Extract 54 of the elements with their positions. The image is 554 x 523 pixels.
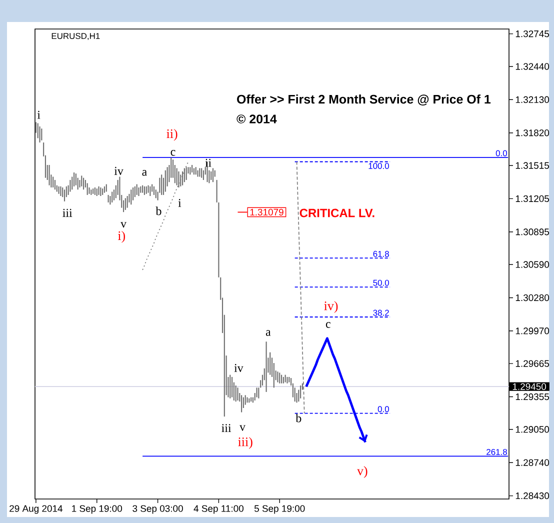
y-tick-label: 1.31820 <box>516 129 550 136</box>
annotation: ii) <box>166 129 178 141</box>
ref-line-label: 1.29450 <box>512 383 546 390</box>
y-tick-label: 1.29970 <box>516 328 550 334</box>
y-tick-label: 1.29050 <box>516 426 550 433</box>
annotation: iii) <box>238 437 252 449</box>
y-tick-label: 1.30895 <box>516 228 550 236</box>
y-tick-label: 1.31515 <box>516 162 550 169</box>
y-tick-label: 1.28740 <box>516 459 550 466</box>
annotation: ii <box>205 158 212 167</box>
x-tick-label: 4 Sep 11:00 <box>194 505 244 514</box>
annotation: v <box>240 425 246 431</box>
annotation: iv) <box>324 301 338 313</box>
series-label: 50.0 <box>373 280 389 286</box>
annotation: c <box>170 150 176 156</box>
chart-title: EURUSD,H1 <box>52 33 100 40</box>
x-tick-label: 1 Sep 19:00 <box>72 505 122 514</box>
annotation: v <box>120 222 127 228</box>
data-label: 1.31079 <box>250 208 284 216</box>
annotation: CRITICAL LV. <box>300 208 374 218</box>
x-tick-label: 3 Sep 03:00 <box>132 505 183 514</box>
y-tick-label: 1.32130 <box>516 96 550 104</box>
annotation: Offer >> First 2 Month Service @ Price Of 1 <box>237 94 491 106</box>
series-label: 61.8 <box>373 250 389 257</box>
annotation: c <box>326 322 330 328</box>
annotation: i <box>37 110 40 119</box>
y-tick-label: 1.29355 <box>516 393 550 400</box>
line-series <box>142 161 189 270</box>
y-tick-label: 1.29665 <box>516 360 550 367</box>
annotation: iv <box>234 364 244 372</box>
x-tick-label: 29 Aug 2014 <box>10 505 62 514</box>
y-tick-label: 1.30590 <box>516 261 550 268</box>
annotation: © 2014 <box>236 114 277 124</box>
series-label: 261.8 <box>486 448 507 455</box>
series-label: 0.0 <box>378 406 389 412</box>
y-tick-label: 1.32440 <box>516 63 550 70</box>
annotation: v) <box>357 466 368 478</box>
series-label: 38.2 <box>373 310 389 316</box>
annotation: iii <box>222 424 232 432</box>
annotation: b <box>296 414 302 422</box>
annotation: a <box>142 170 147 176</box>
series-label: 100.0 <box>368 162 389 169</box>
annotation: iii <box>62 208 72 217</box>
annotation: a <box>266 330 271 336</box>
annotation: i <box>178 198 182 207</box>
annotation: i) <box>118 231 126 243</box>
y-tick-label: 1.30280 <box>516 294 550 302</box>
annotation: b <box>156 206 162 216</box>
x-tick-label: 5 Sep 19:00 <box>254 505 305 514</box>
y-tick-label: 1.32745 <box>516 30 550 38</box>
y-tick-label: 1.31205 <box>516 195 550 202</box>
annotation: iv <box>114 166 124 175</box>
series-label: 0.0 <box>496 150 508 156</box>
y-tick-label: 1.28430 <box>516 492 550 500</box>
